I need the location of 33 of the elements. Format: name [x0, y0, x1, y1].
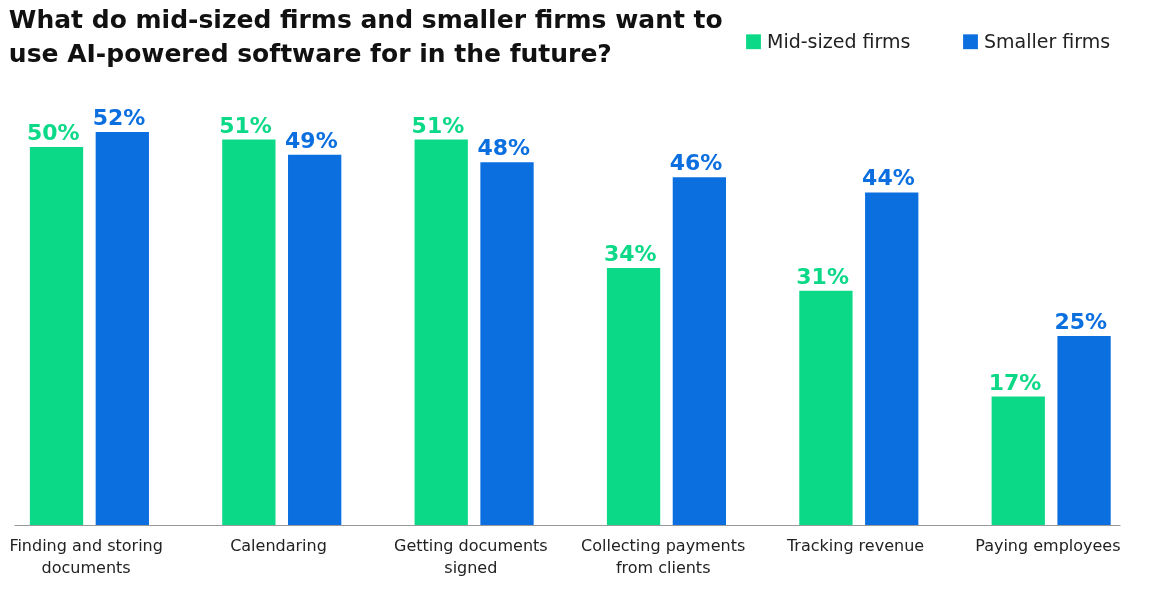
bar — [606, 268, 661, 525]
bar — [799, 290, 853, 525]
x-tick-label: Tracking revenue — [785, 535, 925, 555]
bar — [991, 396, 1045, 525]
chart-title: What do mid-sized firms and smaller firms want to use AI-powered software for in the future? — [8, 5, 723, 68]
bar — [29, 147, 84, 525]
bar — [865, 192, 919, 525]
bar — [222, 139, 276, 525]
x-tick-label: Paying employees — [975, 535, 1121, 555]
data-label: 17% — [988, 369, 1042, 395]
data-label: 34% — [603, 241, 657, 267]
data-label: 48% — [477, 135, 531, 161]
x-tick-label: Calendaring — [230, 535, 327, 555]
x-tick-label: Finding and storing documents — [9, 535, 163, 577]
x-tick-label: Getting documents signed — [393, 535, 548, 577]
data-label: 50% — [26, 120, 80, 146]
bar — [480, 162, 534, 525]
data-label: 44% — [862, 165, 915, 191]
data-label: 51% — [219, 112, 272, 138]
bar — [95, 132, 149, 525]
legend-label: Mid-sized firms — [767, 29, 911, 52]
data-label: 31% — [796, 263, 849, 289]
data-label: 46% — [669, 150, 723, 176]
bar — [414, 139, 468, 525]
x-tick-label: Collecting payments from clients — [581, 535, 746, 577]
data-label: 52% — [92, 105, 146, 130]
data-label: 25% — [1054, 309, 1108, 335]
legend-label: Smaller firms — [984, 29, 1111, 52]
bar — [672, 177, 727, 525]
data-label: 51% — [411, 112, 465, 138]
bar — [1057, 336, 1111, 525]
data-label: 49% — [285, 127, 338, 153]
bar — [288, 154, 342, 525]
